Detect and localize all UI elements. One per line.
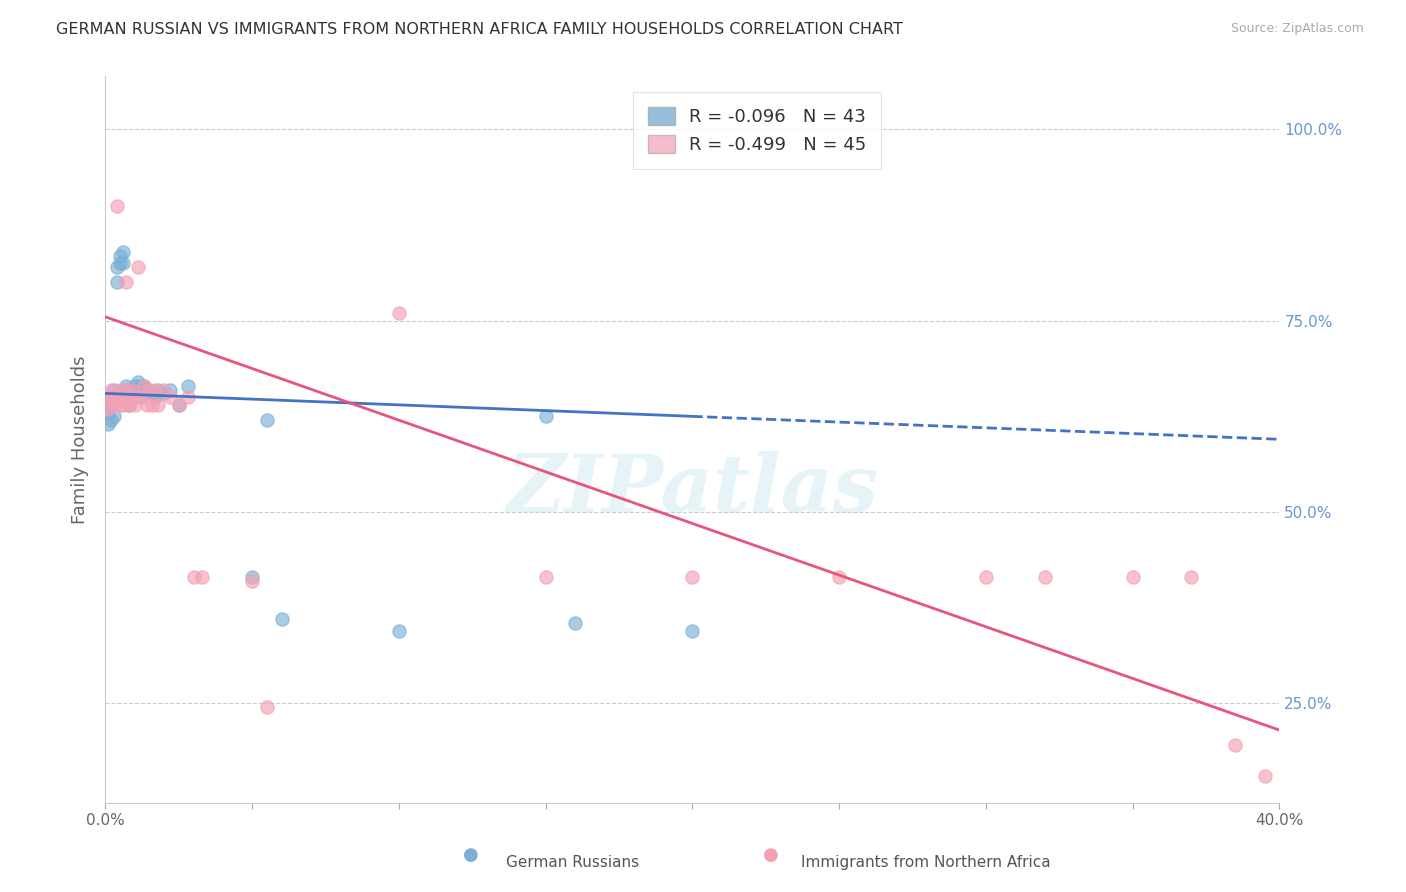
Point: [100, 383, 122, 397]
Point: [240, 574, 263, 588]
Y-axis label: Family Households: Family Households: [72, 355, 90, 524]
Point: [118, 398, 141, 412]
Point: [118, 390, 141, 404]
Point: [159, 390, 181, 404]
Point: [112, 390, 135, 404]
Point: [121, 383, 143, 397]
Point: [138, 383, 160, 397]
Point: [388, 624, 411, 638]
Point: [167, 398, 190, 412]
Point: [112, 390, 135, 404]
Point: [105, 260, 128, 274]
Point: [108, 256, 131, 270]
Point: [153, 386, 176, 401]
Point: [682, 624, 704, 638]
Point: [183, 570, 205, 584]
Point: [97, 405, 120, 419]
Point: [132, 378, 155, 392]
Point: [159, 383, 181, 397]
Point: [103, 383, 125, 397]
Point: [191, 570, 214, 584]
Point: [143, 390, 166, 404]
Point: [115, 383, 138, 397]
Text: German Russians: German Russians: [506, 855, 640, 870]
Point: [103, 398, 125, 412]
Point: [148, 398, 170, 412]
Point: [103, 390, 125, 404]
Text: ●: ●: [762, 847, 779, 864]
Point: [148, 383, 170, 397]
Point: [129, 390, 152, 404]
Point: [176, 390, 198, 404]
Point: [115, 378, 138, 392]
Point: [1225, 739, 1247, 753]
Point: [828, 570, 851, 584]
Point: [108, 398, 131, 412]
Point: [127, 375, 149, 389]
Point: [153, 383, 176, 397]
Text: ZIPatlas: ZIPatlas: [506, 451, 879, 529]
Point: [388, 306, 411, 320]
Point: [97, 401, 120, 416]
Point: [115, 276, 138, 290]
Point: [256, 700, 278, 714]
Point: [1122, 570, 1144, 584]
Point: [97, 394, 120, 409]
Point: [124, 390, 146, 404]
Point: [105, 199, 128, 213]
Point: [167, 398, 190, 412]
Point: [121, 390, 143, 404]
Point: [135, 383, 157, 397]
Point: [118, 390, 141, 404]
Point: [974, 570, 997, 584]
Point: [141, 386, 163, 401]
Point: [138, 383, 160, 397]
Point: [105, 276, 128, 290]
Point: [129, 390, 152, 404]
Point: [105, 390, 128, 404]
Point: [100, 413, 122, 427]
Point: [97, 417, 120, 431]
Point: [103, 390, 125, 404]
Point: [129, 378, 152, 392]
Point: [100, 398, 122, 412]
Point: [97, 390, 120, 404]
Point: [108, 249, 131, 263]
Point: [135, 398, 157, 412]
Point: [115, 383, 138, 397]
Point: [100, 394, 122, 409]
Point: [534, 570, 557, 584]
Text: ●: ●: [463, 847, 479, 864]
Point: [270, 612, 292, 626]
Point: [1254, 769, 1277, 783]
Point: [1180, 570, 1202, 584]
Text: GERMAN RUSSIAN VS IMMIGRANTS FROM NORTHERN AFRICA FAMILY HOUSEHOLDS CORRELATION : GERMAN RUSSIAN VS IMMIGRANTS FROM NORTHE…: [56, 22, 903, 37]
Point: [682, 570, 704, 584]
Point: [108, 383, 131, 397]
Point: [564, 615, 586, 630]
Point: [1033, 570, 1056, 584]
Text: Immigrants from Northern Africa: Immigrants from Northern Africa: [801, 855, 1052, 870]
Point: [112, 398, 135, 412]
Legend: R = -0.096   N = 43, R = -0.499   N = 45: R = -0.096 N = 43, R = -0.499 N = 45: [633, 92, 880, 169]
Point: [112, 244, 135, 259]
Point: [127, 260, 149, 274]
Point: [103, 409, 125, 424]
Point: [112, 256, 135, 270]
Point: [124, 398, 146, 412]
Point: [141, 398, 163, 412]
Point: [124, 390, 146, 404]
Text: Source: ZipAtlas.com: Source: ZipAtlas.com: [1230, 22, 1364, 36]
Point: [143, 383, 166, 397]
Point: [534, 409, 557, 424]
Point: [176, 378, 198, 392]
Point: [240, 570, 263, 584]
Point: [132, 378, 155, 392]
Point: [121, 383, 143, 397]
Point: [118, 398, 141, 412]
Point: [124, 378, 146, 392]
Point: [256, 413, 278, 427]
